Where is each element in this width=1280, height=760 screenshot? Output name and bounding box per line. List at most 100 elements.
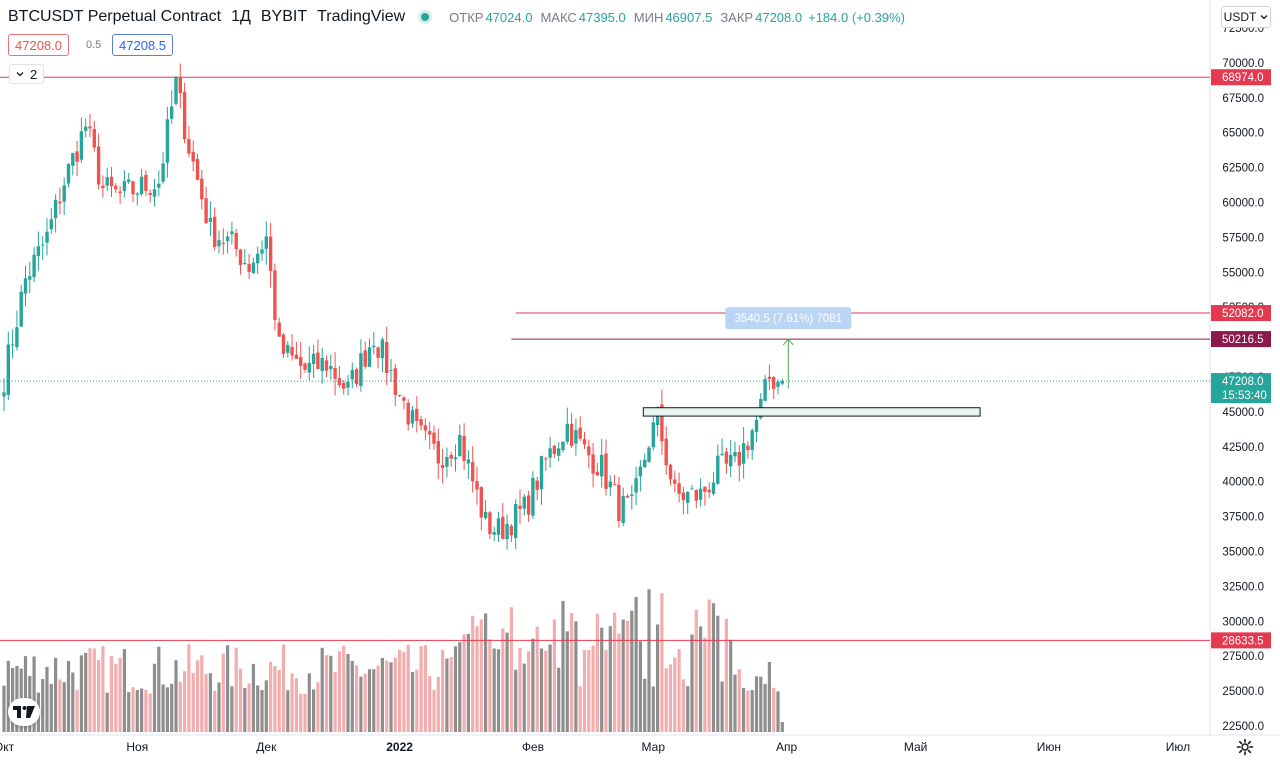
sell-button[interactable]: 47208.0: [8, 34, 69, 56]
volume-bar: [578, 686, 582, 732]
volume-bar: [539, 648, 544, 732]
volume-bar: [651, 686, 655, 732]
volume-bar: [621, 619, 625, 732]
volume-bar: [458, 642, 462, 732]
volume-bar: [45, 666, 49, 732]
volume-bar: [535, 626, 539, 732]
candle-body: [526, 495, 531, 515]
candle-body: [595, 471, 600, 476]
last-price-label: 47208.0: [1222, 376, 1264, 388]
currency-select[interactable]: USDT: [1221, 6, 1271, 28]
volume-bar: [316, 682, 320, 732]
candle-body: [71, 153, 75, 166]
volume-bar: [763, 683, 767, 732]
candle-body: [690, 488, 694, 490]
indicators-count: 2: [30, 66, 38, 82]
volume-bar: [54, 657, 58, 732]
volume-bar: [157, 646, 161, 732]
market-status-dot[interactable]: [421, 13, 430, 21]
volume-bar: [660, 593, 664, 732]
candle-body: [694, 490, 698, 501]
buy-button[interactable]: 47208.5: [112, 34, 173, 56]
candle-body: [604, 453, 608, 489]
candle-body: [170, 106, 174, 119]
volume-bar: [277, 669, 281, 732]
candle-body: [122, 181, 127, 192]
volume-bar: [638, 641, 642, 732]
volume-bar: [152, 663, 157, 732]
volume-bar: [243, 687, 247, 732]
candle-body: [79, 131, 84, 160]
candle-body: [625, 495, 630, 498]
candle-body: [204, 198, 208, 224]
candle-body: [428, 431, 432, 435]
volume-bar: [226, 645, 230, 732]
price-tick-label: 27500.0: [1222, 651, 1264, 663]
candle-body: [247, 264, 251, 272]
gear-icon[interactable]: [1236, 738, 1254, 756]
interval-label[interactable]: 1Д: [231, 8, 251, 25]
volume-bar: [62, 682, 66, 732]
candle-body: [221, 242, 225, 244]
spread-value: 0.5: [86, 39, 102, 51]
candle-body: [152, 189, 157, 197]
volume-bar: [389, 662, 393, 732]
indicators-collapse-button[interactable]: 2: [9, 64, 45, 84]
volume-bar: [264, 680, 268, 732]
price-tick-label: 45000.0: [1222, 407, 1264, 419]
candle-body: [397, 395, 402, 397]
volume-bar: [548, 644, 552, 732]
volume-bar: [303, 693, 307, 732]
candle-body: [217, 240, 221, 247]
time-tick-label: Фев: [522, 740, 544, 754]
candle-body: [66, 164, 71, 184]
open-label: ОТКР: [449, 9, 484, 25]
volume-bar: [135, 689, 139, 732]
volume-bar: [604, 649, 608, 732]
volume-bar: [372, 669, 376, 732]
volume-bar: [402, 651, 406, 732]
candle-body: [208, 217, 213, 222]
candle-body: [449, 454, 453, 459]
volume-bar: [380, 657, 384, 732]
tradingview-logo-icon[interactable]: [8, 698, 40, 726]
candle-body: [273, 270, 277, 321]
volume-bar: [234, 647, 238, 732]
volume-bar: [432, 690, 436, 732]
candle-body: [191, 151, 195, 162]
volume-bar: [668, 664, 673, 732]
candle-body: [161, 163, 165, 182]
volume-bar: [41, 679, 45, 732]
price-tick-label: 57500.0: [1222, 232, 1264, 244]
candle-body: [92, 129, 96, 148]
candle-body: [350, 370, 354, 380]
volume-bar: [527, 651, 531, 732]
candle-body: [668, 464, 673, 480]
candle-body: [634, 478, 638, 493]
volume-bar: [647, 589, 651, 732]
volume-bar: [32, 656, 36, 732]
candle-body: [342, 382, 346, 389]
symbol-name[interactable]: BTCUSDT Perpetual Contract: [8, 8, 222, 25]
candle-body: [548, 448, 552, 458]
candle-body: [578, 427, 582, 439]
volume-bar: [479, 619, 483, 732]
volume-bar: [101, 646, 105, 732]
volume-bar: [230, 686, 234, 732]
horizontal-line-label: 68974.0: [1222, 72, 1264, 84]
candle-body: [698, 488, 703, 500]
candle-body: [587, 446, 591, 456]
candle-body: [780, 381, 784, 384]
candle-body: [453, 457, 458, 460]
time-tick-label: Июн: [1037, 740, 1061, 754]
candle-body: [737, 452, 741, 466]
candle-body: [569, 423, 574, 446]
volume-bar: [251, 663, 255, 732]
high-label: МАКС: [540, 9, 577, 25]
volume-bar: [398, 649, 402, 732]
candle-body: [260, 249, 264, 254]
tradingview-logo-icon: [13, 706, 35, 718]
